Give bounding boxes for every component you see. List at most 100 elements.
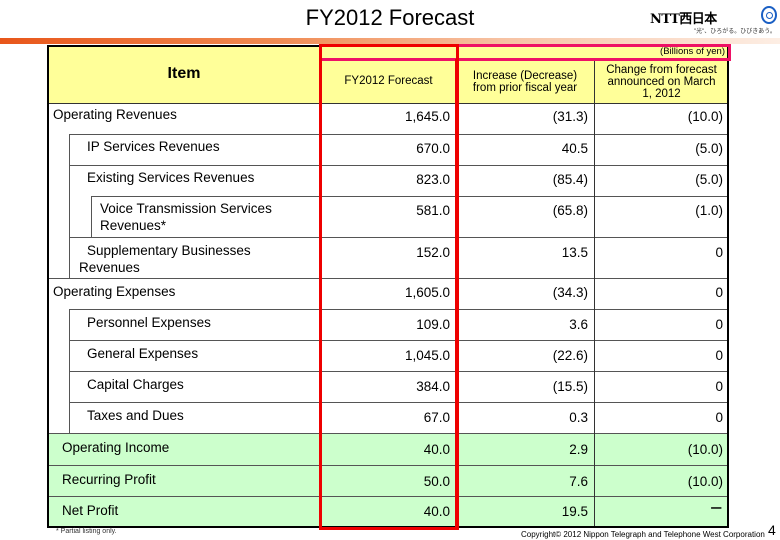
table-row: Taxes and Dues 67.0 0.3 0	[47, 402, 729, 433]
table-row: Supplementary Businesses Revenues 152.0 …	[47, 237, 729, 278]
row-increase: 2.9	[569, 442, 588, 457]
row-forecast: 40.0	[423, 442, 450, 457]
page-title: FY2012 Forecast	[305, 5, 475, 30]
logo-tagline: "光"、ひろがる。ひびきあう。	[694, 29, 776, 35]
row-change: (10.0)	[687, 442, 723, 457]
forecast-table: Item FY2012 Forecast (Billions of yen) I…	[47, 44, 731, 530]
grid-line	[69, 165, 729, 166]
grid-line	[69, 237, 729, 238]
row-change: 0	[715, 285, 723, 300]
row-item-line2: Revenues	[79, 260, 140, 275]
row-forecast: 40.0	[423, 504, 450, 519]
row-increase: 19.5	[561, 504, 588, 519]
row-increase: 13.5	[561, 245, 588, 260]
row-item: Personnel Expenses	[87, 315, 211, 330]
row-item: Capital Charges	[87, 377, 184, 392]
grid-line	[47, 103, 729, 104]
header-forecast: FY2012 Forecast	[321, 45, 456, 103]
row-increase: 40.5	[561, 141, 588, 156]
accent-bar	[0, 38, 780, 44]
footnote: * Partial listing only.	[56, 528, 117, 535]
row-change: 0	[715, 245, 723, 260]
table-row: Voice Transmission Services Revenues* 58…	[47, 196, 729, 237]
row-item: Recurring Profit	[62, 472, 156, 487]
ntt-logo-icon	[761, 6, 777, 24]
row-forecast: 50.0	[423, 474, 450, 489]
grid-line	[47, 465, 729, 466]
row-change: (5.0)	[695, 172, 723, 187]
grid-line	[69, 134, 70, 278]
grid-line	[47, 433, 729, 434]
row-item: Operating Revenues	[53, 107, 177, 122]
table-row: IP Services Revenues 670.0 40.5 (5.0)	[47, 134, 729, 165]
row-forecast: 109.0	[416, 317, 450, 332]
table-row: General Expenses 1,045.0 (22.6) 0	[47, 340, 729, 371]
profit-bg	[47, 433, 729, 528]
row-change: 0	[715, 410, 723, 425]
grid-line	[69, 402, 729, 403]
grid-line	[69, 309, 729, 310]
row-item: IP Services Revenues	[87, 139, 220, 154]
row-change: (5.0)	[695, 141, 723, 156]
table-row: Recurring Profit 50.0 7.6 (10.0)	[47, 465, 729, 496]
row-increase: (15.5)	[552, 379, 588, 394]
row-item-line2: Revenues*	[100, 218, 167, 233]
table-row: Personnel Expenses 109.0 3.6 0	[47, 309, 729, 340]
table-row: Operating Income 40.0 2.9 (10.0)	[47, 433, 729, 465]
grid-line	[594, 60, 595, 528]
row-increase: 3.6	[569, 317, 588, 332]
table-row: Operating Expenses 1,605.0 (34.3) 0	[47, 278, 729, 309]
row-increase: (65.8)	[552, 203, 588, 218]
row-increase: (34.3)	[552, 285, 588, 300]
grid-line	[69, 134, 729, 135]
row-item-line1: Supplementary Businesses	[87, 243, 251, 258]
table-row: Operating Revenues 1,645.0 (31.3) (10.0)	[47, 103, 729, 134]
row-item: Taxes and Dues	[87, 408, 184, 423]
unit-note-label: (Billions of yen)	[660, 46, 725, 57]
row-increase: (31.3)	[552, 109, 588, 124]
row-item-line1: Voice Transmission Services	[100, 201, 272, 216]
row-forecast: 823.0	[416, 172, 450, 187]
row-forecast: 67.0	[423, 410, 450, 425]
row-item: Existing Services Revenues	[87, 170, 255, 185]
row-increase: (22.6)	[552, 348, 588, 363]
grid-line	[69, 340, 729, 341]
row-item: General Expenses	[87, 346, 199, 361]
header-item-label: Item	[167, 65, 201, 82]
header-increase-line2: from prior fiscal year	[472, 81, 578, 94]
grid-line	[47, 496, 729, 497]
grid-line	[47, 278, 729, 279]
body-bg	[47, 103, 729, 433]
row-forecast: 581.0	[416, 203, 450, 218]
row-change: (1.0)	[695, 203, 723, 218]
header-item: Item	[47, 45, 321, 103]
row-forecast: 1,605.0	[404, 285, 450, 300]
header-increase-line1: Increase (Decrease)	[472, 69, 578, 82]
row-increase: 7.6	[569, 474, 588, 489]
row-increase: (85.4)	[552, 172, 588, 187]
row-forecast: 670.0	[416, 141, 450, 156]
grid-line	[69, 371, 729, 372]
row-forecast: 152.0	[416, 245, 450, 260]
header-change: Change from forecast announced on March …	[594, 60, 729, 103]
row-forecast: 1,045.0	[404, 348, 450, 363]
grid-line	[456, 60, 729, 61]
unit-note: (Billions of yen)	[456, 45, 729, 60]
table-row: Existing Services Revenues 823.0 (85.4) …	[47, 165, 729, 196]
row-change: (10.0)	[687, 109, 723, 124]
row-forecast: 1,645.0	[404, 109, 450, 124]
header-change-line2: announced on March	[607, 75, 716, 88]
grid-line	[69, 309, 70, 433]
header-change-line3: 1, 2012	[642, 87, 681, 100]
row-item: Operating Income	[62, 440, 170, 455]
row-forecast: 384.0	[416, 379, 450, 394]
row-change: 0	[715, 379, 723, 394]
copyright: Copyright© 2012 Nippon Telegraph and Tel…	[521, 530, 765, 539]
row-change: 0	[715, 348, 723, 363]
row-item: Net Profit	[62, 503, 119, 518]
header-forecast-label: FY2012 Forecast	[344, 75, 433, 87]
row-change: －	[709, 501, 724, 516]
row-change: 0	[715, 317, 723, 332]
table-row: Net Profit 40.0 19.5 －	[47, 496, 729, 528]
row-item: Operating Expenses	[53, 284, 176, 299]
